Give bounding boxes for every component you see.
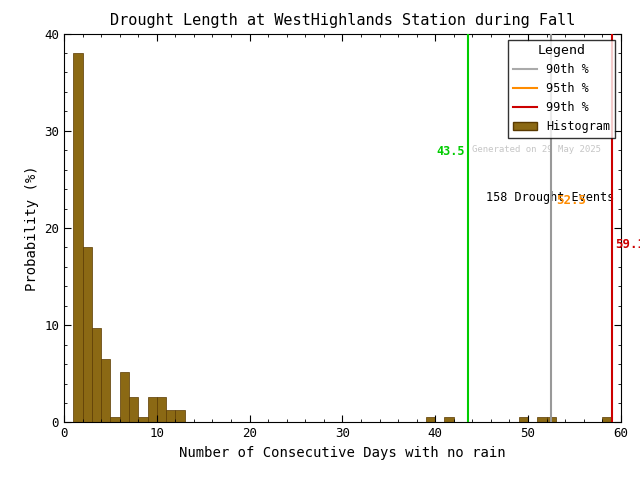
Bar [101, 359, 111, 422]
Text: Generated on 29 May 2025: Generated on 29 May 2025 [472, 145, 602, 155]
Text: 52.5: 52.5 [556, 194, 586, 207]
X-axis label: Number of Consecutive Days with no rain: Number of Consecutive Days with no rain [179, 446, 506, 460]
Bar [111, 417, 120, 422]
Bar [157, 397, 166, 422]
Bar [138, 417, 148, 422]
Y-axis label: Probability (%): Probability (%) [24, 165, 38, 291]
Bar [426, 417, 435, 422]
Text: 158 Drought Events: 158 Drought Events [486, 191, 614, 204]
Bar [129, 397, 138, 422]
Bar [444, 417, 454, 422]
Bar [73, 53, 83, 422]
Text: 59.1: 59.1 [615, 238, 640, 251]
Bar [547, 417, 556, 422]
Bar [83, 248, 92, 422]
Legend: 90th %, 95th %, 99th %, Histogram: 90th %, 95th %, 99th %, Histogram [508, 39, 615, 138]
Title: Drought Length at WestHighlands Station during Fall: Drought Length at WestHighlands Station … [109, 13, 575, 28]
Bar [120, 372, 129, 422]
Bar [92, 328, 101, 422]
Bar [147, 397, 157, 422]
Bar [519, 417, 528, 422]
Bar [175, 410, 184, 422]
Bar [538, 417, 547, 422]
Bar [166, 410, 175, 422]
Text: 43.5: 43.5 [436, 145, 465, 158]
Bar [602, 417, 612, 422]
